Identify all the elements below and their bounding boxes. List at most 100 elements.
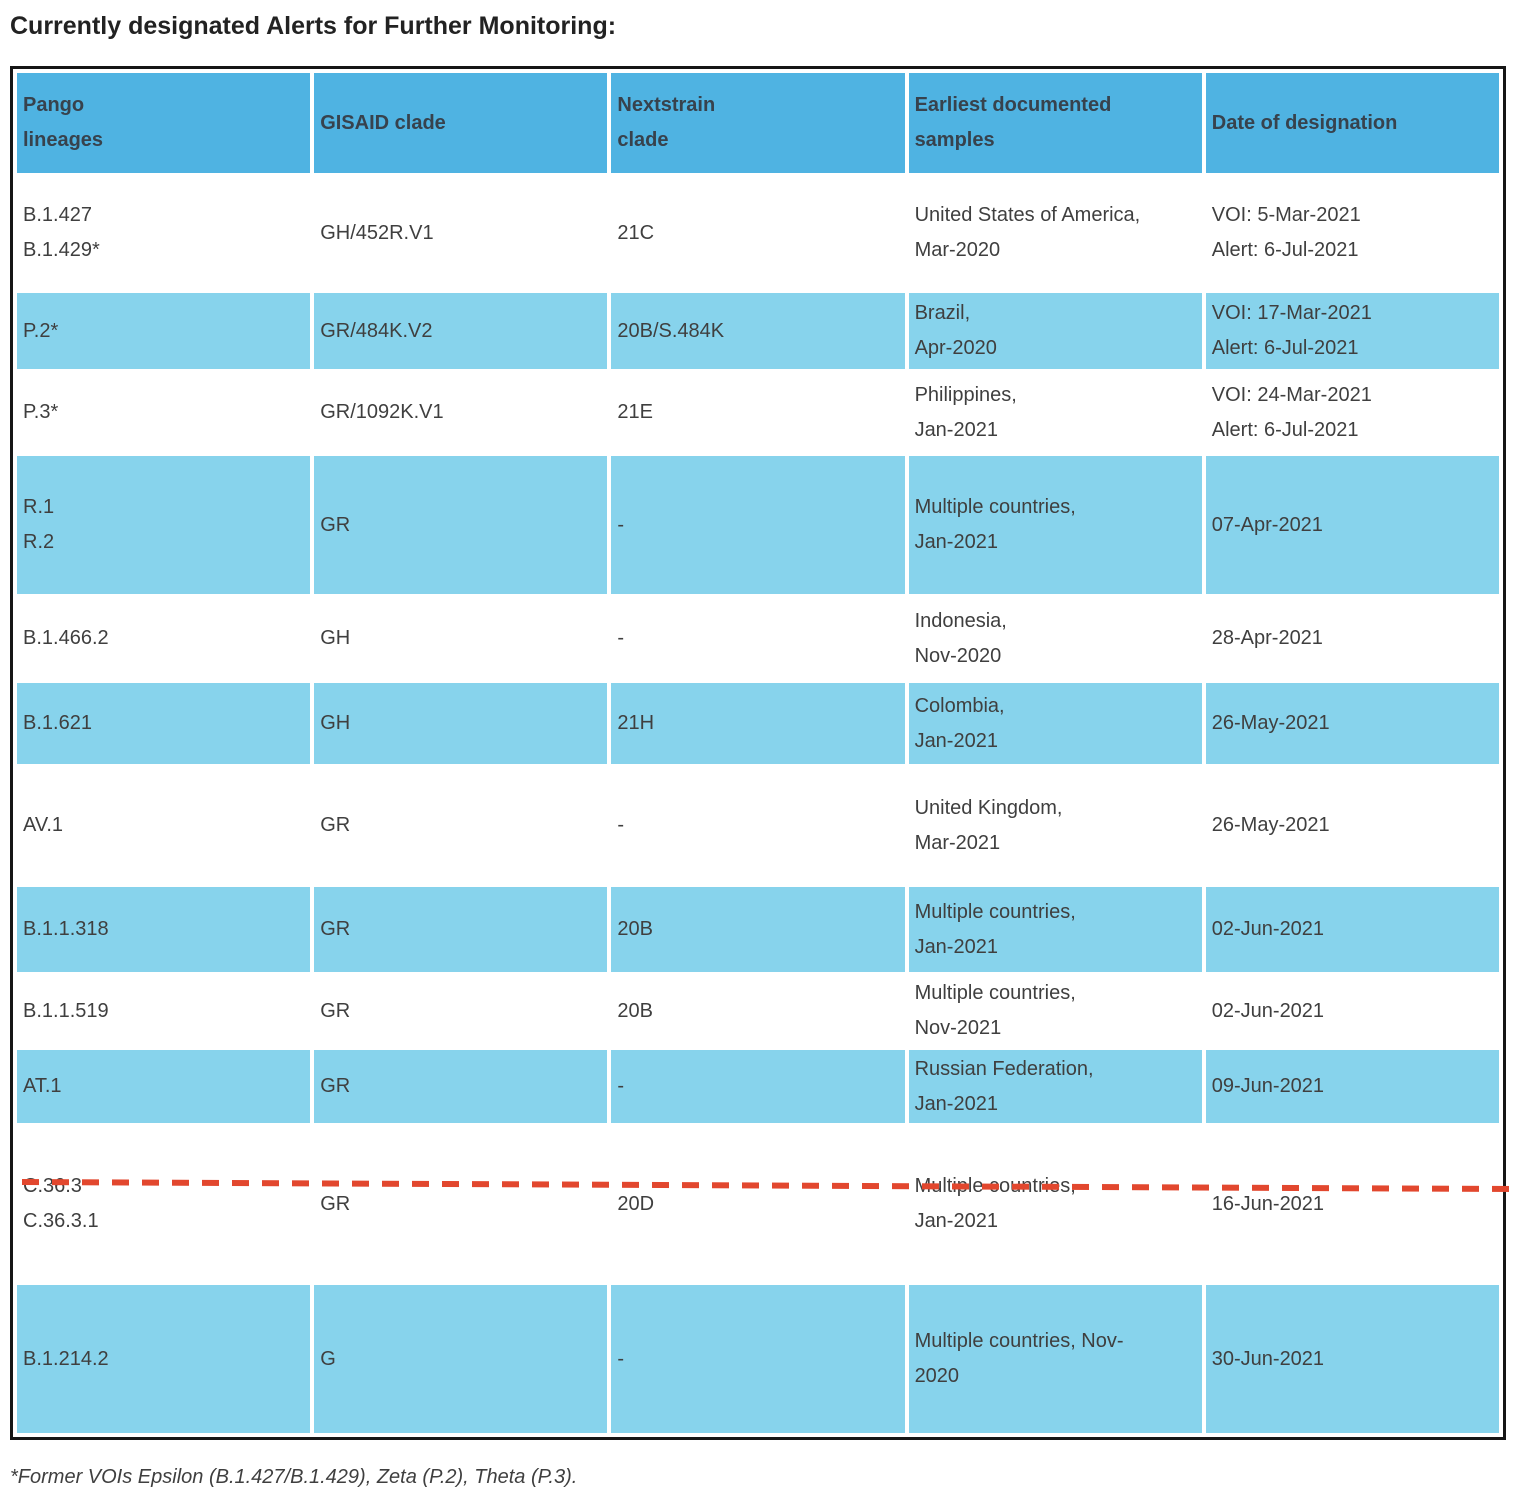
cell-line: GR bbox=[320, 999, 351, 1022]
table-cell: 02-Jun-2021 bbox=[1205, 976, 1499, 1046]
page-title: Currently designated Alerts for Further … bbox=[10, 12, 617, 40]
column-header-gisaid-clade: GISAID clade bbox=[314, 73, 608, 173]
cell-line: - bbox=[617, 1075, 625, 1097]
cell-line: B.1.1.519 bbox=[23, 999, 109, 1022]
table-cell: Brazil, Apr-2020 bbox=[908, 293, 1202, 369]
table-cell: - bbox=[611, 1050, 905, 1123]
cell-line: Indonesia, bbox=[914, 609, 1007, 632]
cell-line: Date of designation bbox=[1211, 111, 1398, 134]
cell-line: VOI: 17-Mar-2021 bbox=[1211, 302, 1372, 324]
table-cell: - bbox=[611, 456, 905, 594]
cell-line: GH bbox=[320, 627, 351, 649]
cell-line: Jan-2021 bbox=[914, 935, 998, 958]
cell-line: Mar-2021 bbox=[914, 831, 1001, 854]
table-cell: - bbox=[611, 598, 905, 679]
cell-line: Mar-2020 bbox=[914, 239, 1001, 261]
table-cell: 20B bbox=[611, 887, 905, 972]
cell-line: GR/484K.V2 bbox=[320, 319, 433, 342]
table-cell: Multiple countries, Nov-2021 bbox=[908, 976, 1202, 1046]
cell-line: Alert: 6-Jul-2021 bbox=[1211, 239, 1359, 261]
cell-line: 20D bbox=[617, 1192, 655, 1215]
table-cell: 26-May-2021 bbox=[1205, 768, 1499, 883]
table-header: Pango lineages GISAID clade Nextstrain clade… bbox=[17, 73, 1499, 173]
cell-line: GH/452R.V1 bbox=[320, 221, 434, 244]
column-header-nextstrain-clade: Nextstrain clade bbox=[611, 73, 905, 173]
cell-line: - bbox=[617, 513, 625, 536]
table-cell: GH bbox=[314, 598, 608, 679]
table-cell: 28-Apr-2021 bbox=[1205, 598, 1499, 679]
table-cell: B.1.621 bbox=[17, 683, 311, 764]
cell-line: GR/1092K.V1 bbox=[320, 401, 444, 423]
cell-line: 02-Jun-2021 bbox=[1211, 999, 1325, 1022]
cell-line: Russian Federation, bbox=[914, 1057, 1094, 1080]
table-cell: B.1.466.2 bbox=[17, 598, 311, 679]
table-cell: GR/1092K.V1 bbox=[314, 373, 608, 452]
cell-line: clade bbox=[617, 129, 669, 151]
cell-line: G bbox=[320, 1347, 336, 1370]
cell-line: United States of America, bbox=[914, 204, 1141, 226]
cell-line: Jan-2021 bbox=[914, 531, 998, 553]
cell-line: AT.1 bbox=[23, 1075, 62, 1097]
cell-line: Multiple countries, bbox=[914, 1175, 1076, 1197]
cell-line: B.1.429* bbox=[23, 239, 100, 261]
cell-line: 20B bbox=[617, 999, 653, 1022]
cell-line: R.1 bbox=[23, 496, 55, 518]
table-row-5: B.1.621 GH 21H Colombia, Jan-2021 26-May-2021 bbox=[17, 683, 1499, 764]
cell-line: 21E bbox=[617, 401, 653, 423]
table-cell: B.1.1.318 bbox=[17, 887, 311, 972]
table-cell: - bbox=[611, 1285, 905, 1433]
cell-line: - bbox=[617, 814, 625, 836]
cell-line: Alert: 6-Jul-2021 bbox=[1211, 418, 1359, 441]
table-cell: GR bbox=[314, 1050, 608, 1123]
table-row-10: C.36.3 C.36.3.1 GR 20D Multiple countries, Ja… bbox=[17, 1127, 1499, 1281]
cell-line: 20B/S.484K bbox=[617, 319, 725, 342]
table-cell: GH/452R.V1 bbox=[314, 177, 608, 289]
cell-line: GR bbox=[320, 918, 351, 940]
table-cell: P.2* bbox=[17, 293, 311, 369]
table-cell: GR bbox=[314, 976, 608, 1046]
column-header-date-of-designation: Date of designation bbox=[1205, 73, 1499, 173]
cell-line: B.1.621 bbox=[23, 712, 92, 734]
cell-line: 28-Apr-2021 bbox=[1211, 627, 1323, 649]
cell-line: B.1.214.2 bbox=[23, 1347, 109, 1370]
table-cell: 20D bbox=[611, 1127, 905, 1281]
cell-line: Multiple countries, bbox=[914, 982, 1076, 1004]
cell-line: 21C bbox=[617, 221, 655, 244]
cell-line: Alert: 6-Jul-2021 bbox=[1211, 337, 1359, 359]
cell-line: B.1.427 bbox=[23, 204, 92, 226]
table-cell: AV.1 bbox=[17, 768, 311, 883]
cell-line: Apr-2020 bbox=[914, 337, 997, 359]
table-cell: B.1.427 B.1.429* bbox=[17, 177, 311, 289]
table-cell: 16-Jun-2021 bbox=[1205, 1127, 1499, 1281]
cell-line: Earliest documented bbox=[914, 94, 1112, 116]
table-row-2: P.3* GR/1092K.V1 21E Philippines, Jan-2021 VO… bbox=[17, 373, 1499, 452]
cell-line: GR bbox=[320, 513, 351, 536]
cell-line: GISAID clade bbox=[320, 111, 446, 134]
cell-line: P.2* bbox=[23, 319, 59, 342]
table-cell: GH bbox=[314, 683, 608, 764]
cell-line: R.2 bbox=[23, 531, 55, 553]
table-cell: B.1.1.519 bbox=[17, 976, 311, 1046]
table-cell: GR/484K.V2 bbox=[314, 293, 608, 369]
table-cell: Multiple countries, Jan-2021 bbox=[908, 456, 1202, 594]
cell-line: Jan-2021 bbox=[914, 418, 998, 441]
table-cell: GR bbox=[314, 456, 608, 594]
table-cell: 02-Jun-2021 bbox=[1205, 887, 1499, 972]
cell-line: P.3* bbox=[23, 401, 59, 423]
cell-line: 26-May-2021 bbox=[1211, 814, 1330, 836]
table-cell: Multiple countries, Nov- 2020 bbox=[908, 1285, 1202, 1433]
cell-line: 16-Jun-2021 bbox=[1211, 1192, 1325, 1215]
cell-line: B.1.466.2 bbox=[23, 627, 109, 649]
cell-line: 09-Jun-2021 bbox=[1211, 1075, 1325, 1097]
cell-line: Jan-2021 bbox=[914, 1092, 998, 1115]
cell-line: 20B bbox=[617, 918, 653, 940]
table-cell: 20B/S.484K bbox=[611, 293, 905, 369]
cell-line: - bbox=[617, 1347, 625, 1370]
cell-line: 26-May-2021 bbox=[1211, 712, 1330, 734]
column-header-earliest-documented-samples: Earliest documented samples bbox=[908, 73, 1202, 173]
table-cell: 07-Apr-2021 bbox=[1205, 456, 1499, 594]
cell-line: Philippines, bbox=[914, 383, 1017, 406]
cell-line: lineages bbox=[23, 129, 104, 151]
header-row: Pango lineages GISAID clade Nextstrain clade… bbox=[17, 73, 1499, 173]
cell-line: - bbox=[617, 627, 625, 649]
